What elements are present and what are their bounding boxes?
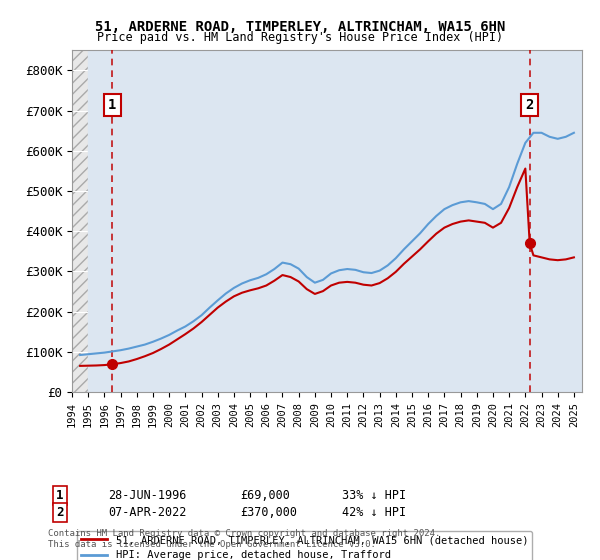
Text: £69,000: £69,000: [240, 489, 290, 502]
Legend: 51, ARDERNE ROAD, TIMPERLEY, ALTRINCHAM, WA15 6HN (detached house), HPI: Average: 51, ARDERNE ROAD, TIMPERLEY, ALTRINCHAM,…: [77, 531, 532, 560]
Text: 51, ARDERNE ROAD, TIMPERLEY, ALTRINCHAM, WA15 6HN: 51, ARDERNE ROAD, TIMPERLEY, ALTRINCHAM,…: [95, 20, 505, 34]
Text: 33% ↓ HPI: 33% ↓ HPI: [342, 489, 406, 502]
Text: Price paid vs. HM Land Registry's House Price Index (HPI): Price paid vs. HM Land Registry's House …: [97, 31, 503, 44]
Text: 07-APR-2022: 07-APR-2022: [108, 506, 187, 519]
Text: £370,000: £370,000: [240, 506, 297, 519]
Text: 28-JUN-1996: 28-JUN-1996: [108, 489, 187, 502]
Text: 1: 1: [56, 489, 64, 502]
Text: 42% ↓ HPI: 42% ↓ HPI: [342, 506, 406, 519]
Text: Contains HM Land Registry data © Crown copyright and database right 2024.
This d: Contains HM Land Registry data © Crown c…: [48, 529, 440, 549]
Bar: [72, 50, 88, 392]
Text: 2: 2: [56, 506, 64, 519]
Text: 1: 1: [108, 98, 116, 112]
Text: 2: 2: [526, 98, 534, 112]
